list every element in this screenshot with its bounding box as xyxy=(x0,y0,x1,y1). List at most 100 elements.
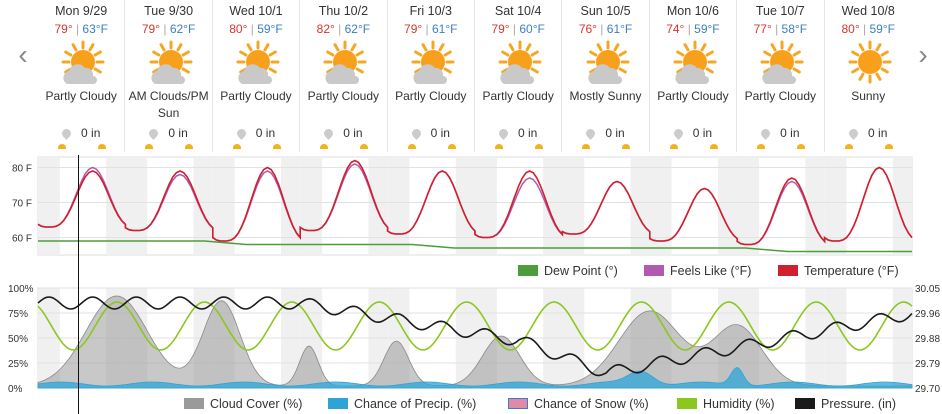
sunrise-icon xyxy=(320,144,329,149)
sunrise-icon xyxy=(669,144,678,149)
precip-amount: 0 in xyxy=(562,126,648,141)
day-name: Mon 10/6 xyxy=(666,4,719,18)
partly-cloudy-icon xyxy=(317,40,369,86)
day-column[interactable]: Wed 10/1 80° | 59°F Partly Cloudy 0 in xyxy=(213,0,301,152)
high-temp: 74° xyxy=(666,22,685,36)
legend-dew-point: Dew Point (°) xyxy=(518,264,618,278)
day-temps: 82° | 62°F xyxy=(316,22,371,36)
partly-cloudy-icon xyxy=(143,40,195,86)
condition-text: Partly Cloudy xyxy=(220,89,292,103)
night-band xyxy=(562,157,585,255)
cloud-cover-area xyxy=(37,295,913,389)
day-temps: 79° | 61°F xyxy=(404,22,458,36)
low-temp: 62°F xyxy=(169,22,196,36)
night-band xyxy=(106,157,126,255)
day-name: Wed 10/8 xyxy=(841,4,895,18)
night-band xyxy=(280,157,301,255)
day-column[interactable]: Sun 10/5 76° | 61°F Mostly Sunny 0 in xyxy=(562,0,650,152)
day-column[interactable]: Mon 10/6 74° | 59°F Partly Cloudy 0 in xyxy=(650,0,738,152)
low-temp: 63°F xyxy=(82,22,108,36)
partly-cloudy-icon xyxy=(492,40,544,86)
legend-pressure: Pressure. (in) xyxy=(795,397,896,411)
high-temp: 77° xyxy=(753,22,772,36)
legend-feels-like: Feels Like (°F) xyxy=(644,264,751,278)
y-tick-label-right: 29.70 xyxy=(915,384,940,394)
sunrise-icon xyxy=(494,144,503,149)
low-temp: 61°F xyxy=(606,22,633,36)
day-column[interactable]: Fri 10/3 79° | 61°F Partly Cloudy 0 in xyxy=(388,0,475,152)
day-column[interactable]: Wed 10/8 80° | 59°F Sunny 0 in xyxy=(825,0,912,152)
partly-cloudy-icon xyxy=(580,40,632,86)
condition-text: Partly Cloudy xyxy=(482,89,554,103)
partly-cloudy-icon xyxy=(230,40,282,86)
night-band xyxy=(455,157,475,255)
day-column[interactable]: Thu 10/2 82° | 62°F Partly Cloudy 0 in xyxy=(300,0,388,152)
precip-amount: 0 in xyxy=(825,126,912,141)
condition-text: Partly Cloudy xyxy=(744,89,816,103)
day-temps: 80° | 59°F xyxy=(841,22,895,36)
precip-amount: 0 in xyxy=(737,126,823,141)
low-temp: 59°F xyxy=(869,22,895,36)
high-temp: 82° xyxy=(316,22,335,36)
low-temp: 60°F xyxy=(519,22,545,36)
precip-amount: 0 in xyxy=(300,126,386,141)
daily-forecast-strip: Mon 9/29 79° | 63°F Partly Cloudy 0 in Tue 9… xyxy=(38,0,912,155)
night-band xyxy=(38,157,60,255)
sunset-icon xyxy=(622,144,631,149)
raindrop-icon xyxy=(584,127,598,141)
night-band xyxy=(892,157,912,255)
sunset-icon xyxy=(884,144,893,149)
night-band xyxy=(717,157,738,255)
sunrise-icon xyxy=(407,144,416,149)
sunrise-icon xyxy=(232,144,241,149)
day-column[interactable]: Tue 9/30 79° | 62°F AM Clouds/PM Sun 0 in xyxy=(125,0,213,152)
next-arrow-icon[interactable]: › xyxy=(918,39,928,70)
high-temp: 80° xyxy=(229,22,248,36)
sunrise-icon xyxy=(844,144,853,149)
raindrop-icon xyxy=(409,127,423,141)
pressure-line xyxy=(37,296,913,377)
y-tick-label-right: 30.05 xyxy=(915,284,940,295)
condition-text: Partly Cloudy xyxy=(45,89,117,103)
low-temp: 58°F xyxy=(781,22,808,36)
dew-point-line xyxy=(38,240,912,253)
precip-amount: 0 in xyxy=(38,126,124,141)
night-band xyxy=(649,157,672,255)
partly-cloudy-icon xyxy=(405,40,457,86)
temperature-chart: 80 F 70 F 60 F xyxy=(12,156,913,256)
legend-precip: Chance of Precip. (%) xyxy=(328,397,476,411)
legend-humidity: Humidity (%) xyxy=(677,397,775,411)
y-tick-label: 60 F xyxy=(12,234,32,245)
precip-amount: 0 in xyxy=(213,126,299,141)
previous-arrow-icon[interactable]: ‹ xyxy=(18,39,28,70)
day-name: Fri 10/3 xyxy=(409,4,452,18)
night-band xyxy=(387,157,410,255)
conditions-legend: Cloud Cover (%) Chance of Precip. (%) Ch… xyxy=(0,397,942,414)
sunrise-icon xyxy=(757,144,766,149)
legend-cloud-cover: Cloud Cover (%) xyxy=(184,397,302,411)
day-column[interactable]: Sat 10/4 79° | 60°F Partly Cloudy 0 in xyxy=(475,0,563,152)
sunset-icon xyxy=(797,144,806,149)
night-band xyxy=(212,157,235,255)
day-name: Sat 10/4 xyxy=(494,4,542,18)
time-cursor[interactable] xyxy=(78,155,79,414)
y-tick-label-right: 29.88 xyxy=(915,334,940,345)
raindrop-icon xyxy=(671,127,685,141)
night-band xyxy=(805,157,825,255)
low-temp: 62°F xyxy=(344,22,371,36)
sunrise-icon xyxy=(582,144,591,149)
condition-text: AM Clouds/PM Sun xyxy=(128,89,209,120)
day-column[interactable]: Tue 10/7 77° | 58°F Partly Cloudy 0 in xyxy=(737,0,825,152)
condition-text: Partly Cloudy xyxy=(657,89,729,103)
sunset-icon xyxy=(709,144,718,149)
high-temp: 79° xyxy=(491,22,510,36)
raindrop-icon xyxy=(147,127,161,141)
sunset-icon xyxy=(185,144,194,149)
day-column[interactable]: Mon 9/29 79° | 63°F Partly Cloudy 0 in xyxy=(38,0,126,152)
day-temps: 79° | 63°F xyxy=(54,22,108,36)
condition-text: Sunny xyxy=(851,89,886,103)
sunset-icon xyxy=(447,144,456,149)
night-band xyxy=(368,157,388,255)
day-name: Mon 9/29 xyxy=(55,4,108,18)
night-band xyxy=(630,157,650,255)
